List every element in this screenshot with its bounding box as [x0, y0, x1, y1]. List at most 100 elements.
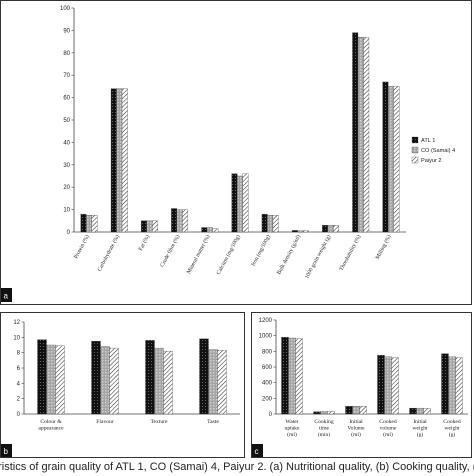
bar	[212, 228, 219, 233]
x-tick-label: Fat (%)	[137, 234, 151, 252]
bar	[327, 225, 334, 233]
bar	[320, 411, 328, 415]
y-tick-label: 6	[17, 366, 21, 372]
bar	[171, 208, 178, 233]
bar	[116, 88, 123, 233]
bar	[182, 209, 189, 233]
y-tick-label: 10	[63, 208, 70, 214]
bar	[37, 339, 47, 415]
x-tick-label: Taste	[207, 419, 219, 425]
y-tick-label: 12	[13, 320, 20, 326]
bar	[352, 406, 360, 415]
bar	[141, 220, 147, 233]
y-tick-label: 1000	[259, 334, 273, 340]
x-tick-label: Milling (%)	[374, 234, 393, 261]
x-tick-label: Flavour	[96, 419, 114, 425]
legend-label: CO (Samai) 4	[421, 148, 455, 154]
legend-swatch	[411, 146, 419, 154]
x-tick-label: Crude fibre (%)	[159, 234, 182, 269]
bar	[291, 230, 298, 233]
bar	[206, 227, 213, 233]
legend: ATL 1 CO (Samai) 4 Paiyur 2	[411, 136, 455, 164]
bar	[352, 32, 359, 233]
bar	[391, 357, 399, 415]
bar	[242, 173, 249, 233]
y-tick-label: 100	[60, 6, 71, 12]
panel-a-badge	[1, 288, 12, 302]
bar	[199, 338, 209, 415]
bar	[327, 411, 335, 415]
bar	[409, 407, 417, 415]
bar	[297, 230, 304, 233]
bar	[237, 175, 243, 233]
x-tick-label: Iron (mg/100g)	[250, 234, 272, 268]
bar	[201, 227, 208, 233]
x-tick-label: 1000 grain weight (g)	[303, 234, 332, 280]
bar	[393, 86, 400, 233]
bar	[295, 338, 303, 415]
bar	[416, 407, 424, 415]
x-tick-label: Cooked volume (ml)	[379, 419, 397, 438]
bar	[359, 406, 367, 415]
bar	[152, 220, 158, 233]
bar	[154, 347, 164, 415]
y-tick-label: 50	[63, 118, 70, 124]
x-tick-label: Cooked weight (g)	[443, 419, 461, 438]
y-tick-label: 600	[262, 365, 273, 371]
y-tick-label: 8	[17, 351, 21, 357]
legend-swatch	[411, 156, 419, 164]
bar	[267, 215, 274, 233]
bar	[357, 36, 364, 233]
bar	[86, 215, 92, 233]
panel-b-border	[0, 312, 245, 458]
chart-panel-b: 0 2 4 6 8 10 12 Colour & appearance Flavour Textur…	[13, 320, 240, 432]
x-tick-label: Mineral matter (%)	[185, 234, 212, 276]
y-tick-label: 30	[63, 163, 70, 169]
bar	[217, 350, 227, 415]
bar	[261, 213, 268, 233]
bar	[384, 356, 392, 415]
panel-c-letter: c	[255, 447, 259, 456]
x-tick-label: Threshability (%)	[338, 234, 363, 272]
bar	[281, 337, 289, 415]
bar	[441, 353, 449, 415]
x-tick-label: Carbohydrate (%)	[96, 234, 121, 273]
panel-c-badge	[252, 444, 263, 457]
chart-panel-c: 0 200 400 600 800 1000 1200 Water uptake (ml) Cook…	[259, 318, 468, 438]
bar	[377, 355, 385, 415]
x-tick-label: Bulk density (g/ml)	[275, 234, 302, 276]
legend-label: Paiyur 2	[421, 158, 442, 164]
bar	[55, 345, 65, 415]
bar	[363, 36, 370, 233]
bar	[322, 225, 328, 233]
bar	[388, 86, 394, 233]
bar	[313, 411, 321, 415]
bar	[145, 340, 155, 415]
legend-swatch	[411, 136, 419, 144]
bar	[91, 215, 98, 233]
x-tick-label: Protein (%)	[72, 234, 90, 260]
y-tick-label: 90	[63, 28, 70, 34]
bar	[46, 344, 56, 415]
panel-a-border	[0, 0, 472, 305]
x-tick-label: Initial weight (g)	[412, 419, 428, 438]
bar	[345, 406, 353, 415]
bar	[382, 81, 389, 233]
bar	[109, 347, 119, 415]
y-tick-label: 800	[262, 349, 273, 355]
y-tick-label: 200	[262, 396, 273, 402]
bar	[455, 357, 463, 415]
bar	[208, 349, 218, 415]
y-tick-label: 40	[63, 140, 70, 146]
y-tick-label: 2	[17, 397, 21, 403]
bar	[80, 213, 87, 233]
legend-label: ATL 1	[421, 138, 435, 144]
x-tick-label: Initial Volume (ml)	[347, 419, 365, 438]
panel-b-badge	[1, 444, 12, 457]
x-tick-label: Colour & appearance	[38, 419, 64, 432]
bar	[272, 215, 279, 233]
bar	[146, 220, 153, 233]
panel-c-border	[251, 312, 472, 458]
y-tick-label: 0	[67, 230, 71, 236]
